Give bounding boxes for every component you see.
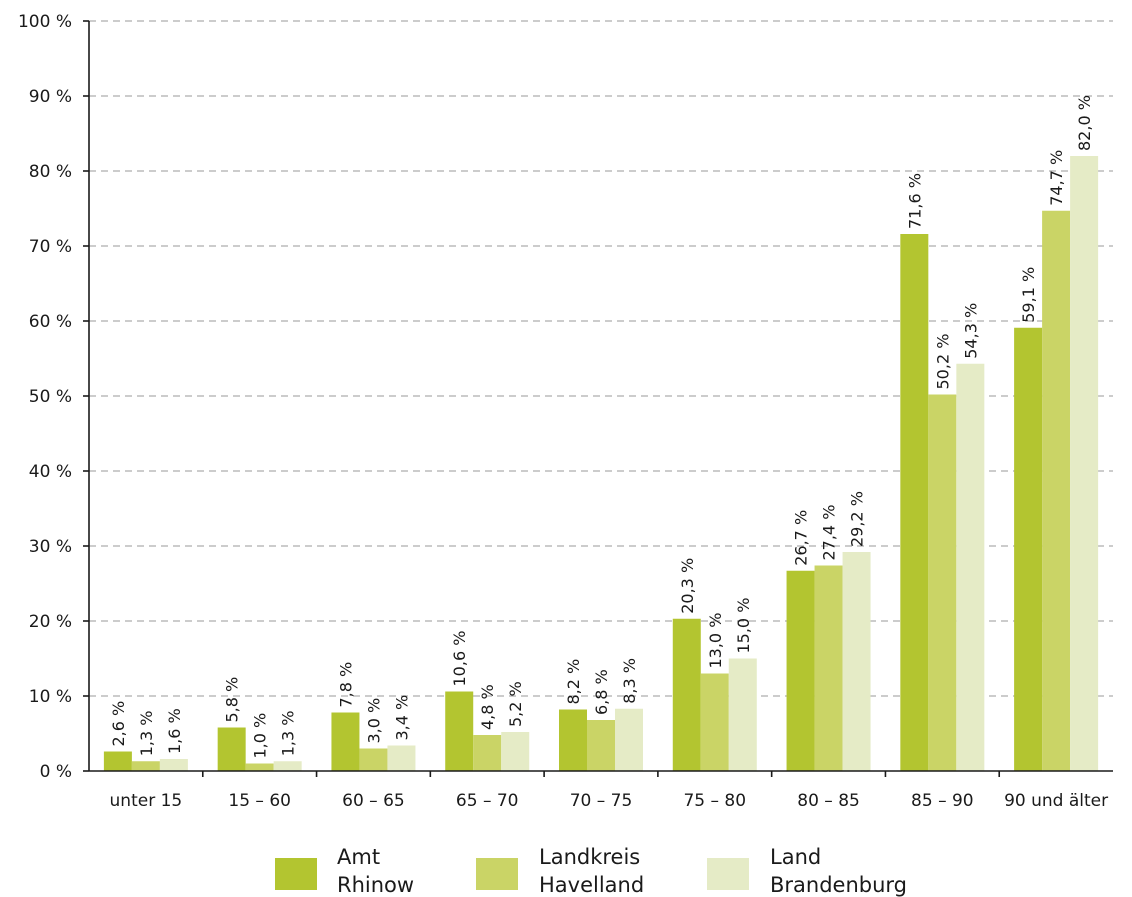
- data-label: 8,3 %: [620, 658, 639, 704]
- data-label: 13,0 %: [706, 613, 725, 669]
- x-tick-label: 75 – 80: [683, 791, 746, 811]
- x-tick-label: 15 – 60: [228, 791, 291, 811]
- bars: [103, 156, 1099, 771]
- x-tick-label: 60 – 65: [342, 791, 405, 811]
- data-label: 29,2 %: [848, 491, 867, 547]
- bar: [501, 732, 530, 771]
- legend: Amt Rhinow Landkreis Havelland Land Bran…: [275, 845, 907, 897]
- data-label: 8,2 %: [564, 659, 583, 705]
- bar: [1070, 156, 1099, 771]
- data-label: 50,2 %: [933, 334, 952, 390]
- data-labels: 2,6 % 1,3 % 1,6 % 5,8 % 1,0 % 1,3 % 7,8 % 3,0 %…: [109, 95, 1094, 758]
- legend-label-line1: Amt: [337, 845, 380, 869]
- legend-swatch-land-brandenburg: [707, 858, 749, 890]
- data-label: 1,3 %: [279, 711, 298, 757]
- bar: [331, 712, 360, 771]
- legend-label-line1: Land: [770, 845, 821, 869]
- data-label: 10,6 %: [450, 631, 469, 687]
- data-label: 5,2 %: [506, 681, 525, 727]
- y-tick-label: 70 %: [29, 237, 72, 257]
- y-tick-label: 0 %: [40, 762, 72, 782]
- bar: [359, 748, 388, 771]
- legend-label-line2: Rhinow: [337, 873, 414, 897]
- x-axis-ticks: unter 15 15 – 60 60 – 65 65 – 70 70 – 75 75 –…: [110, 771, 1108, 811]
- bar: [1042, 210, 1071, 771]
- data-label: 20,3 %: [678, 558, 697, 614]
- bar: [900, 234, 929, 771]
- y-tick-label: 60 %: [29, 312, 72, 332]
- data-label: 5,8 %: [223, 677, 242, 723]
- y-axis-ticks: 0 % 10 % 20 % 30 % 40 % 50 % 60 % 70 % 80 % 90 % 1…: [18, 12, 89, 782]
- bar: [387, 745, 416, 771]
- y-tick-label: 50 %: [29, 387, 72, 407]
- data-label: 2,6 %: [109, 701, 128, 747]
- bar: [445, 691, 474, 771]
- data-label: 7,8 %: [336, 662, 355, 708]
- legend-swatch-landkreis-havelland: [476, 858, 518, 890]
- bar: [273, 761, 302, 771]
- data-label: 27,4 %: [820, 505, 839, 561]
- y-tick-label: 30 %: [29, 537, 72, 557]
- y-tick-label: 40 %: [29, 462, 72, 482]
- bar: [245, 763, 274, 771]
- x-tick-label: 70 – 75: [570, 791, 633, 811]
- bar: [587, 720, 615, 771]
- bar: [559, 709, 587, 771]
- legend-label-line1: Landkreis: [539, 845, 640, 869]
- bar: [217, 727, 246, 771]
- x-tick-label: 65 – 70: [456, 791, 519, 811]
- data-label: 26,7 %: [792, 510, 811, 566]
- bar: [131, 761, 160, 771]
- x-tick-label: 85 – 90: [911, 791, 974, 811]
- bar: [672, 618, 701, 771]
- bar: [956, 363, 985, 771]
- data-label: 6,8 %: [592, 669, 611, 715]
- bar: [473, 735, 502, 771]
- bar: [842, 552, 871, 771]
- legend-item-land-brandenburg: Land Brandenburg: [707, 845, 907, 897]
- bar: [786, 570, 815, 771]
- data-label: 3,0 %: [364, 698, 383, 744]
- bar: [159, 759, 188, 771]
- legend-label-line2: Havelland: [539, 873, 644, 897]
- data-label: 3,4 %: [392, 695, 411, 741]
- bar: [103, 751, 132, 771]
- data-label: 71,6 %: [905, 173, 924, 229]
- x-tick-label: 80 – 85: [797, 791, 860, 811]
- legend-label-line2: Brandenburg: [770, 873, 907, 897]
- bar: [1014, 327, 1043, 771]
- bar: [615, 708, 643, 771]
- data-label: 1,6 %: [165, 708, 184, 754]
- data-label: 82,0 %: [1075, 95, 1094, 151]
- data-label: 54,3 %: [961, 303, 980, 359]
- data-label: 1,0 %: [251, 713, 270, 759]
- bar: [700, 673, 729, 771]
- x-tick-label: unter 15: [110, 791, 183, 811]
- y-tick-label: 80 %: [29, 162, 72, 182]
- y-tick-label: 90 %: [29, 87, 72, 107]
- legend-swatch-amt-rhinow: [275, 858, 317, 890]
- legend-item-amt-rhinow: Amt Rhinow: [275, 845, 414, 897]
- data-label: 4,8 %: [478, 684, 497, 730]
- data-label: 74,7 %: [1047, 150, 1066, 206]
- y-tick-label: 20 %: [29, 612, 72, 632]
- data-label: 59,1 %: [1019, 267, 1038, 323]
- legend-item-landkreis-havelland: Landkreis Havelland: [476, 845, 644, 897]
- x-tick-label: 90 und älter: [1004, 791, 1108, 811]
- data-label: 1,3 %: [137, 711, 156, 757]
- y-tick-label: 100 %: [18, 12, 72, 32]
- bar: [728, 658, 757, 771]
- data-label: 15,0 %: [734, 598, 753, 654]
- bar: [928, 394, 957, 771]
- y-tick-label: 10 %: [29, 687, 72, 707]
- bar: [814, 565, 843, 771]
